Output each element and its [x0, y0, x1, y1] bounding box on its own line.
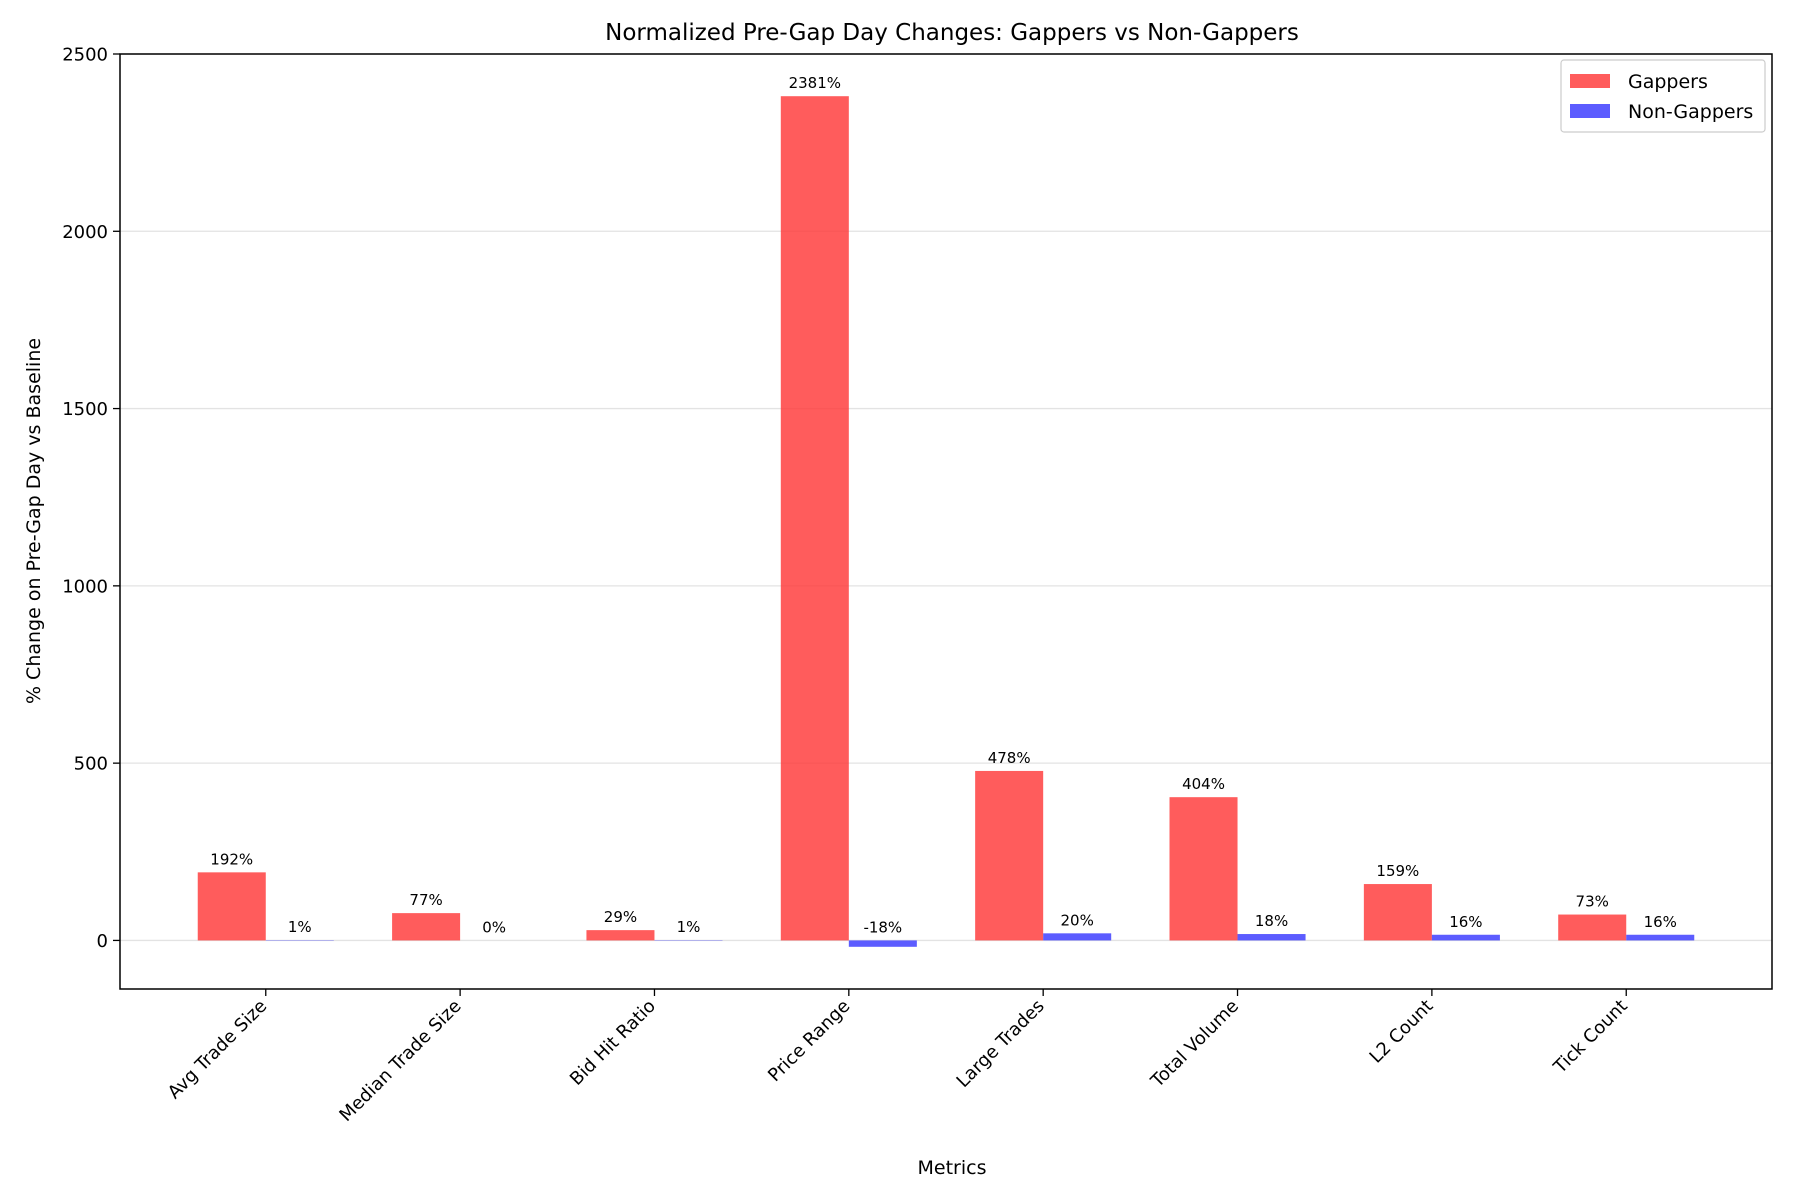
y-tick-label: 500	[74, 754, 108, 775]
data-label-gappers: 2381%	[789, 74, 841, 92]
legend-label-gappers: Gappers	[1628, 71, 1708, 93]
bar-gappers	[392, 913, 460, 940]
bar-gappers	[586, 930, 654, 940]
data-label-non-gappers: 1%	[677, 918, 701, 936]
bar-gappers	[781, 96, 849, 940]
bar-non-gappers	[1238, 934, 1306, 940]
bar-gappers	[198, 872, 266, 940]
data-label-non-gappers: -18%	[863, 918, 902, 936]
data-label-non-gappers: 0%	[482, 918, 506, 936]
legend-swatch-non-gappers	[1570, 104, 1610, 118]
bar-non-gappers	[849, 940, 917, 946]
data-label-non-gappers: 16%	[1644, 913, 1677, 931]
bar-gappers	[1558, 915, 1626, 941]
data-label-gappers: 192%	[210, 850, 253, 868]
data-label-non-gappers: 1%	[288, 918, 312, 936]
bar-gappers	[975, 771, 1043, 940]
y-tick-label: 1500	[62, 399, 108, 420]
y-tick-label: 1000	[62, 576, 108, 597]
data-label-gappers: 73%	[1576, 893, 1609, 911]
bar-non-gappers	[1043, 933, 1111, 940]
data-label-gappers: 29%	[604, 908, 637, 926]
data-label-gappers: 159%	[1376, 862, 1419, 880]
bar-non-gappers	[1626, 935, 1694, 941]
bar-gappers	[1170, 797, 1238, 940]
y-tick-label: 0	[97, 931, 108, 952]
data-label-non-gappers: 20%	[1061, 911, 1094, 929]
legend: Gappers Non-Gappers	[1561, 60, 1765, 132]
data-label-non-gappers: 18%	[1255, 912, 1288, 930]
legend-swatch-gappers	[1570, 74, 1610, 88]
data-label-gappers: 478%	[988, 749, 1031, 767]
y-tick-label: 2000	[62, 222, 108, 243]
chart-title: Normalized Pre-Gap Day Changes: Gappers …	[605, 20, 1299, 46]
y-axis-label: % Change on Pre-Gap Day vs Baseline	[23, 338, 45, 704]
data-label-gappers: 404%	[1182, 775, 1225, 793]
data-label-non-gappers: 16%	[1449, 913, 1482, 931]
legend-label-non-gappers: Non-Gappers	[1628, 101, 1753, 123]
bar-non-gappers	[1432, 935, 1500, 941]
bar-gappers	[1364, 884, 1432, 940]
x-axis-label: Metrics	[918, 1157, 987, 1179]
y-tick-label: 2500	[62, 45, 108, 66]
data-label-gappers: 77%	[409, 891, 442, 909]
